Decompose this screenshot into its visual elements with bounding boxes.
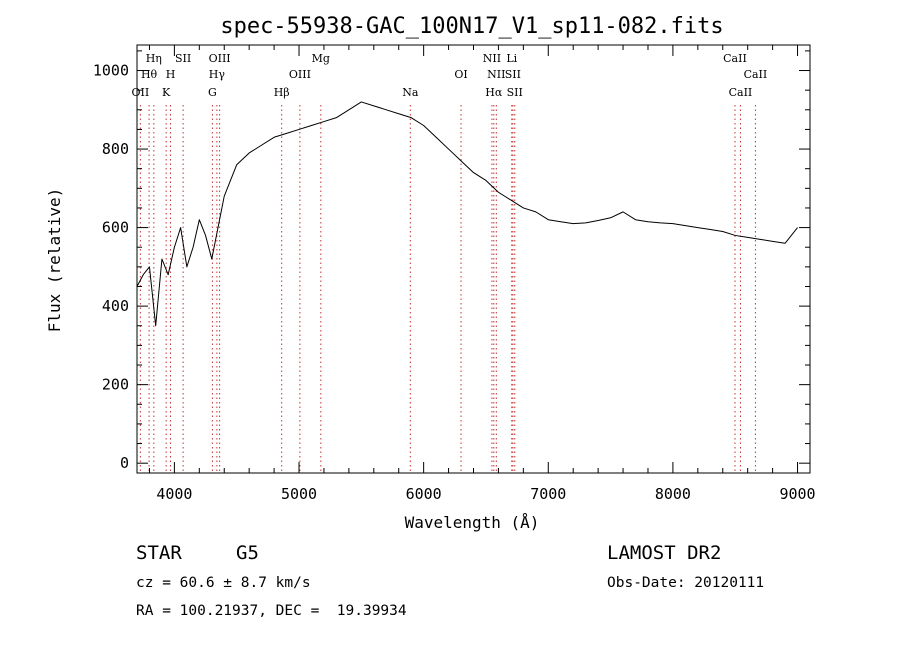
line-label-19: SII [507, 86, 523, 99]
object-class: STAR [136, 542, 182, 564]
line-label-14: Li [506, 52, 517, 65]
line-label-6: OIII [209, 52, 231, 65]
redshift-text: cz = 60.6 ± 8.7 km/s [136, 575, 311, 591]
obs-date-text: Obs-Date: 20120111 [607, 575, 765, 591]
x-tick-label-2: 6000 [406, 485, 442, 503]
object-subclass: G5 [236, 542, 259, 564]
y-tick-label-2: 400 [102, 297, 129, 315]
coordinates-text: RA = 100.21937, DEC = 19.39934 [136, 603, 407, 619]
y-tick-label-4: 800 [102, 140, 129, 158]
line-label-22: CaII [729, 86, 753, 99]
survey-label: LAMOST DR2 [607, 542, 722, 564]
line-label-13: NII [483, 52, 501, 65]
line-label-7: Hγ [209, 68, 226, 81]
line-label-18: Hα [485, 86, 503, 99]
x-axis-label: Wavelength (Å) [405, 513, 540, 532]
line-label-11: Hβ [274, 86, 290, 99]
line-label-0: Hη [146, 52, 162, 65]
line-label-5: K [162, 86, 171, 99]
y-tick-label-5: 1000 [93, 62, 129, 80]
chart-title: spec-55938-GAC_100N17_V1_sp11-082.fits [220, 14, 723, 39]
axis-ticks: 4000 5000 6000 7000 8000 9000 0 200 400 600 800 100… [93, 45, 816, 503]
line-label-9: Mg [312, 52, 330, 65]
x-tick-label-4: 8000 [655, 485, 691, 503]
line-label-15: OI [454, 68, 467, 81]
y-tick-label-0: 0 [120, 454, 129, 472]
y-axis-label: Flux (relative) [45, 188, 64, 333]
x-tick-label-3: 7000 [530, 485, 566, 503]
y-tick-label-3: 600 [102, 219, 129, 237]
line-label-16: NII [487, 68, 505, 81]
series-line-0 [136, 101, 798, 327]
line-label-20: CaII [723, 52, 747, 65]
line-label-8: G [208, 86, 217, 99]
x-tick-label-1: 5000 [281, 485, 317, 503]
line-label-4: H [166, 68, 176, 81]
line-label-10: OIII [289, 68, 311, 81]
line-label-12: Na [402, 86, 419, 99]
x-tick-label-5: 9000 [779, 485, 815, 503]
spectrum-series [136, 101, 798, 327]
line-label-21: CaII [744, 68, 768, 81]
line-label-1: Hθ [141, 68, 158, 81]
x-tick-label-0: 4000 [156, 485, 192, 503]
line-label-17: SII [505, 68, 521, 81]
y-tick-label-1: 200 [102, 376, 129, 394]
line-label-2: OII [132, 86, 150, 99]
plot-frame [136, 44, 811, 474]
line-label-3: SII [175, 52, 191, 65]
